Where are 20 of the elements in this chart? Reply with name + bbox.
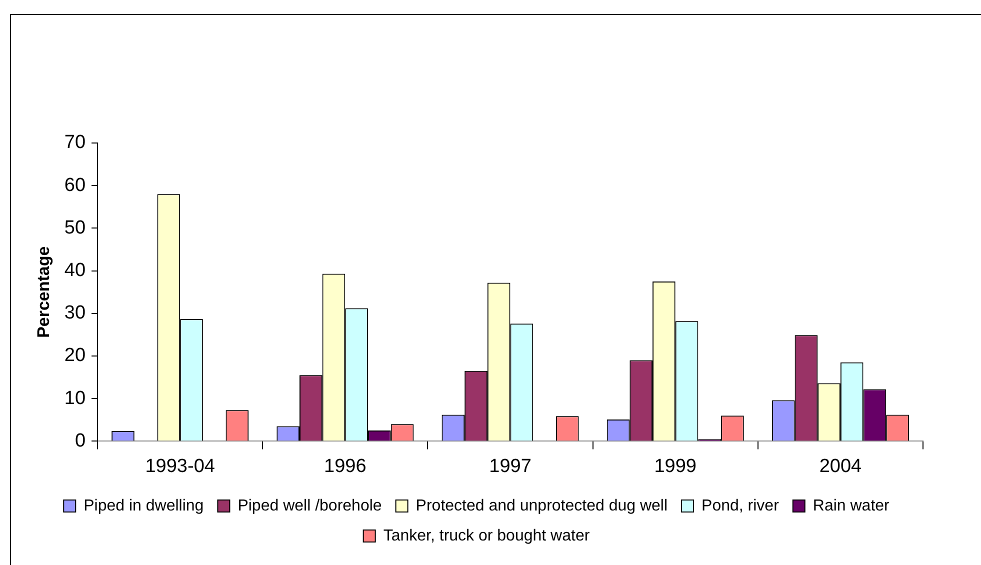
y-tick-label: 20 [64, 345, 86, 366]
y-tick-label: 60 [64, 174, 86, 196]
y-axis-title: Percentage [34, 246, 53, 338]
legend-label: Rain water [812, 497, 890, 514]
y-tick-label: 30 [64, 302, 86, 324]
x-tick-label: 1999 [654, 456, 696, 477]
y-tick-label: 40 [64, 260, 86, 282]
legend-label: Pond, river [702, 497, 780, 514]
y-tick-label: 10 [64, 388, 86, 409]
legend-label: Piped well /borehole [238, 497, 382, 514]
x-tick-label: 2004 [819, 456, 862, 477]
y-tick-label: 50 [64, 217, 86, 238]
x-tick-label: 1996 [324, 456, 366, 477]
legend-label: Piped in dwelling [84, 497, 204, 514]
x-tick-label: 1993-04 [145, 456, 216, 477]
legend-label: Tanker, truck or bought water [383, 527, 590, 544]
legend-label: Protected and unprotected dug well [416, 497, 668, 514]
x-tick-label: 1997 [489, 456, 532, 477]
y-tick-label: 70 [64, 132, 86, 154]
y-tick-label: 0 [74, 430, 86, 452]
